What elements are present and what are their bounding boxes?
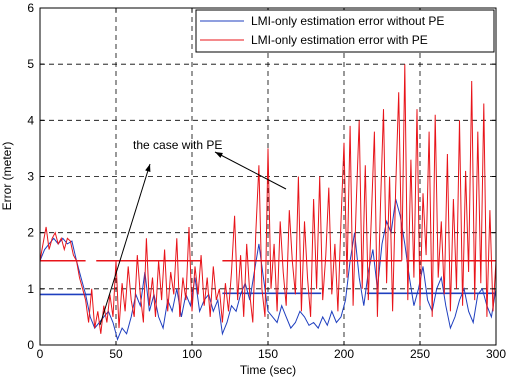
legend-box: [195, 9, 495, 53]
y-tick-label: 6: [27, 1, 34, 15]
x-tick-label: 250: [410, 347, 430, 361]
annotation-text: the case with PE: [133, 138, 222, 152]
legend-entry-without-pe: LMI-only estimation error without PE: [251, 14, 444, 28]
annotation-arrow-line: [214, 151, 287, 190]
y-axis-label: Error (meter): [0, 142, 14, 211]
y-tick-label: 2: [27, 226, 34, 240]
legend: LMI-only estimation error without PE LMI…: [195, 9, 495, 53]
annotation-arrows: [99, 151, 287, 326]
annotation: the case with PE: [99, 138, 287, 326]
x-tick-label: 0: [37, 347, 44, 361]
annotation-arrow-head: [215, 152, 223, 158]
x-tick-label: 300: [486, 347, 506, 361]
y-tick-label: 0: [27, 338, 34, 352]
x-axis-label: Time (sec): [240, 363, 296, 377]
x-tick-label: 200: [334, 347, 354, 361]
x-tick-label: 50: [109, 347, 123, 361]
x-tick-label: 100: [182, 347, 202, 361]
y-tick-label: 4: [27, 113, 34, 127]
y-tick-label: 5: [27, 57, 34, 71]
legend-entry-with-pe: LMI-only estimation error with PE: [251, 33, 428, 47]
y-tick-label: 3: [27, 170, 34, 184]
annotation-arrow-line: [99, 163, 151, 326]
y-tick-label: 1: [27, 282, 34, 296]
series-with-pe: [39, 64, 497, 334]
series-layer: [39, 64, 497, 341]
annotation-arrow-head: [145, 164, 151, 172]
axis-ticks: 0 50 100 150 200 250 300 0 1 2 3 4 5 6: [27, 1, 506, 361]
plot-frame: [39, 7, 497, 346]
x-tick-label: 150: [258, 347, 278, 361]
